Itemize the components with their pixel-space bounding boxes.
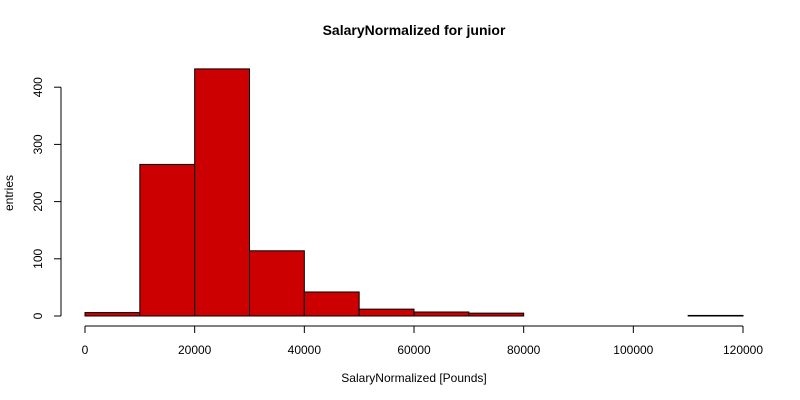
x-tick-label-6: 120000 (723, 343, 763, 357)
x-tick-label-4: 80000 (507, 343, 541, 357)
x-tick-label-2: 40000 (288, 343, 322, 357)
x-tick-label-0: 0 (82, 343, 89, 357)
histogram-bar-3 (249, 250, 305, 317)
histogram-bar-7 (468, 312, 525, 317)
y-tick-label-0: 0 (31, 312, 45, 319)
x-tick-label-3: 60000 (397, 343, 431, 357)
histogram-bar-1 (139, 163, 196, 317)
histogram-bar-5 (358, 308, 415, 317)
y-tick-label-4: 400 (31, 77, 45, 97)
y-tick-label-2: 200 (31, 191, 45, 211)
histogram-bar-4 (303, 291, 360, 317)
histogram-bar-0 (84, 312, 141, 317)
y-tick-label-3: 300 (31, 134, 45, 154)
histogram-bar-11 (687, 314, 744, 317)
y-tick-label-1: 100 (31, 248, 45, 268)
x-axis-label: SalaryNormalized [Pounds] (341, 371, 486, 385)
bars-group (84, 68, 744, 317)
histogram-bar-6 (413, 311, 470, 317)
histogram-bar-2 (194, 68, 251, 317)
chart-title: SalaryNormalized for junior (323, 22, 506, 38)
y-axis: 0 100 200 300 400 (31, 77, 62, 319)
x-tick-label-5: 100000 (613, 343, 653, 357)
x-axis: 0 20000 40000 60000 80000 100000 120000 (82, 325, 763, 357)
x-tick-label-1: 20000 (178, 343, 212, 357)
y-axis-label: entries (2, 175, 16, 211)
